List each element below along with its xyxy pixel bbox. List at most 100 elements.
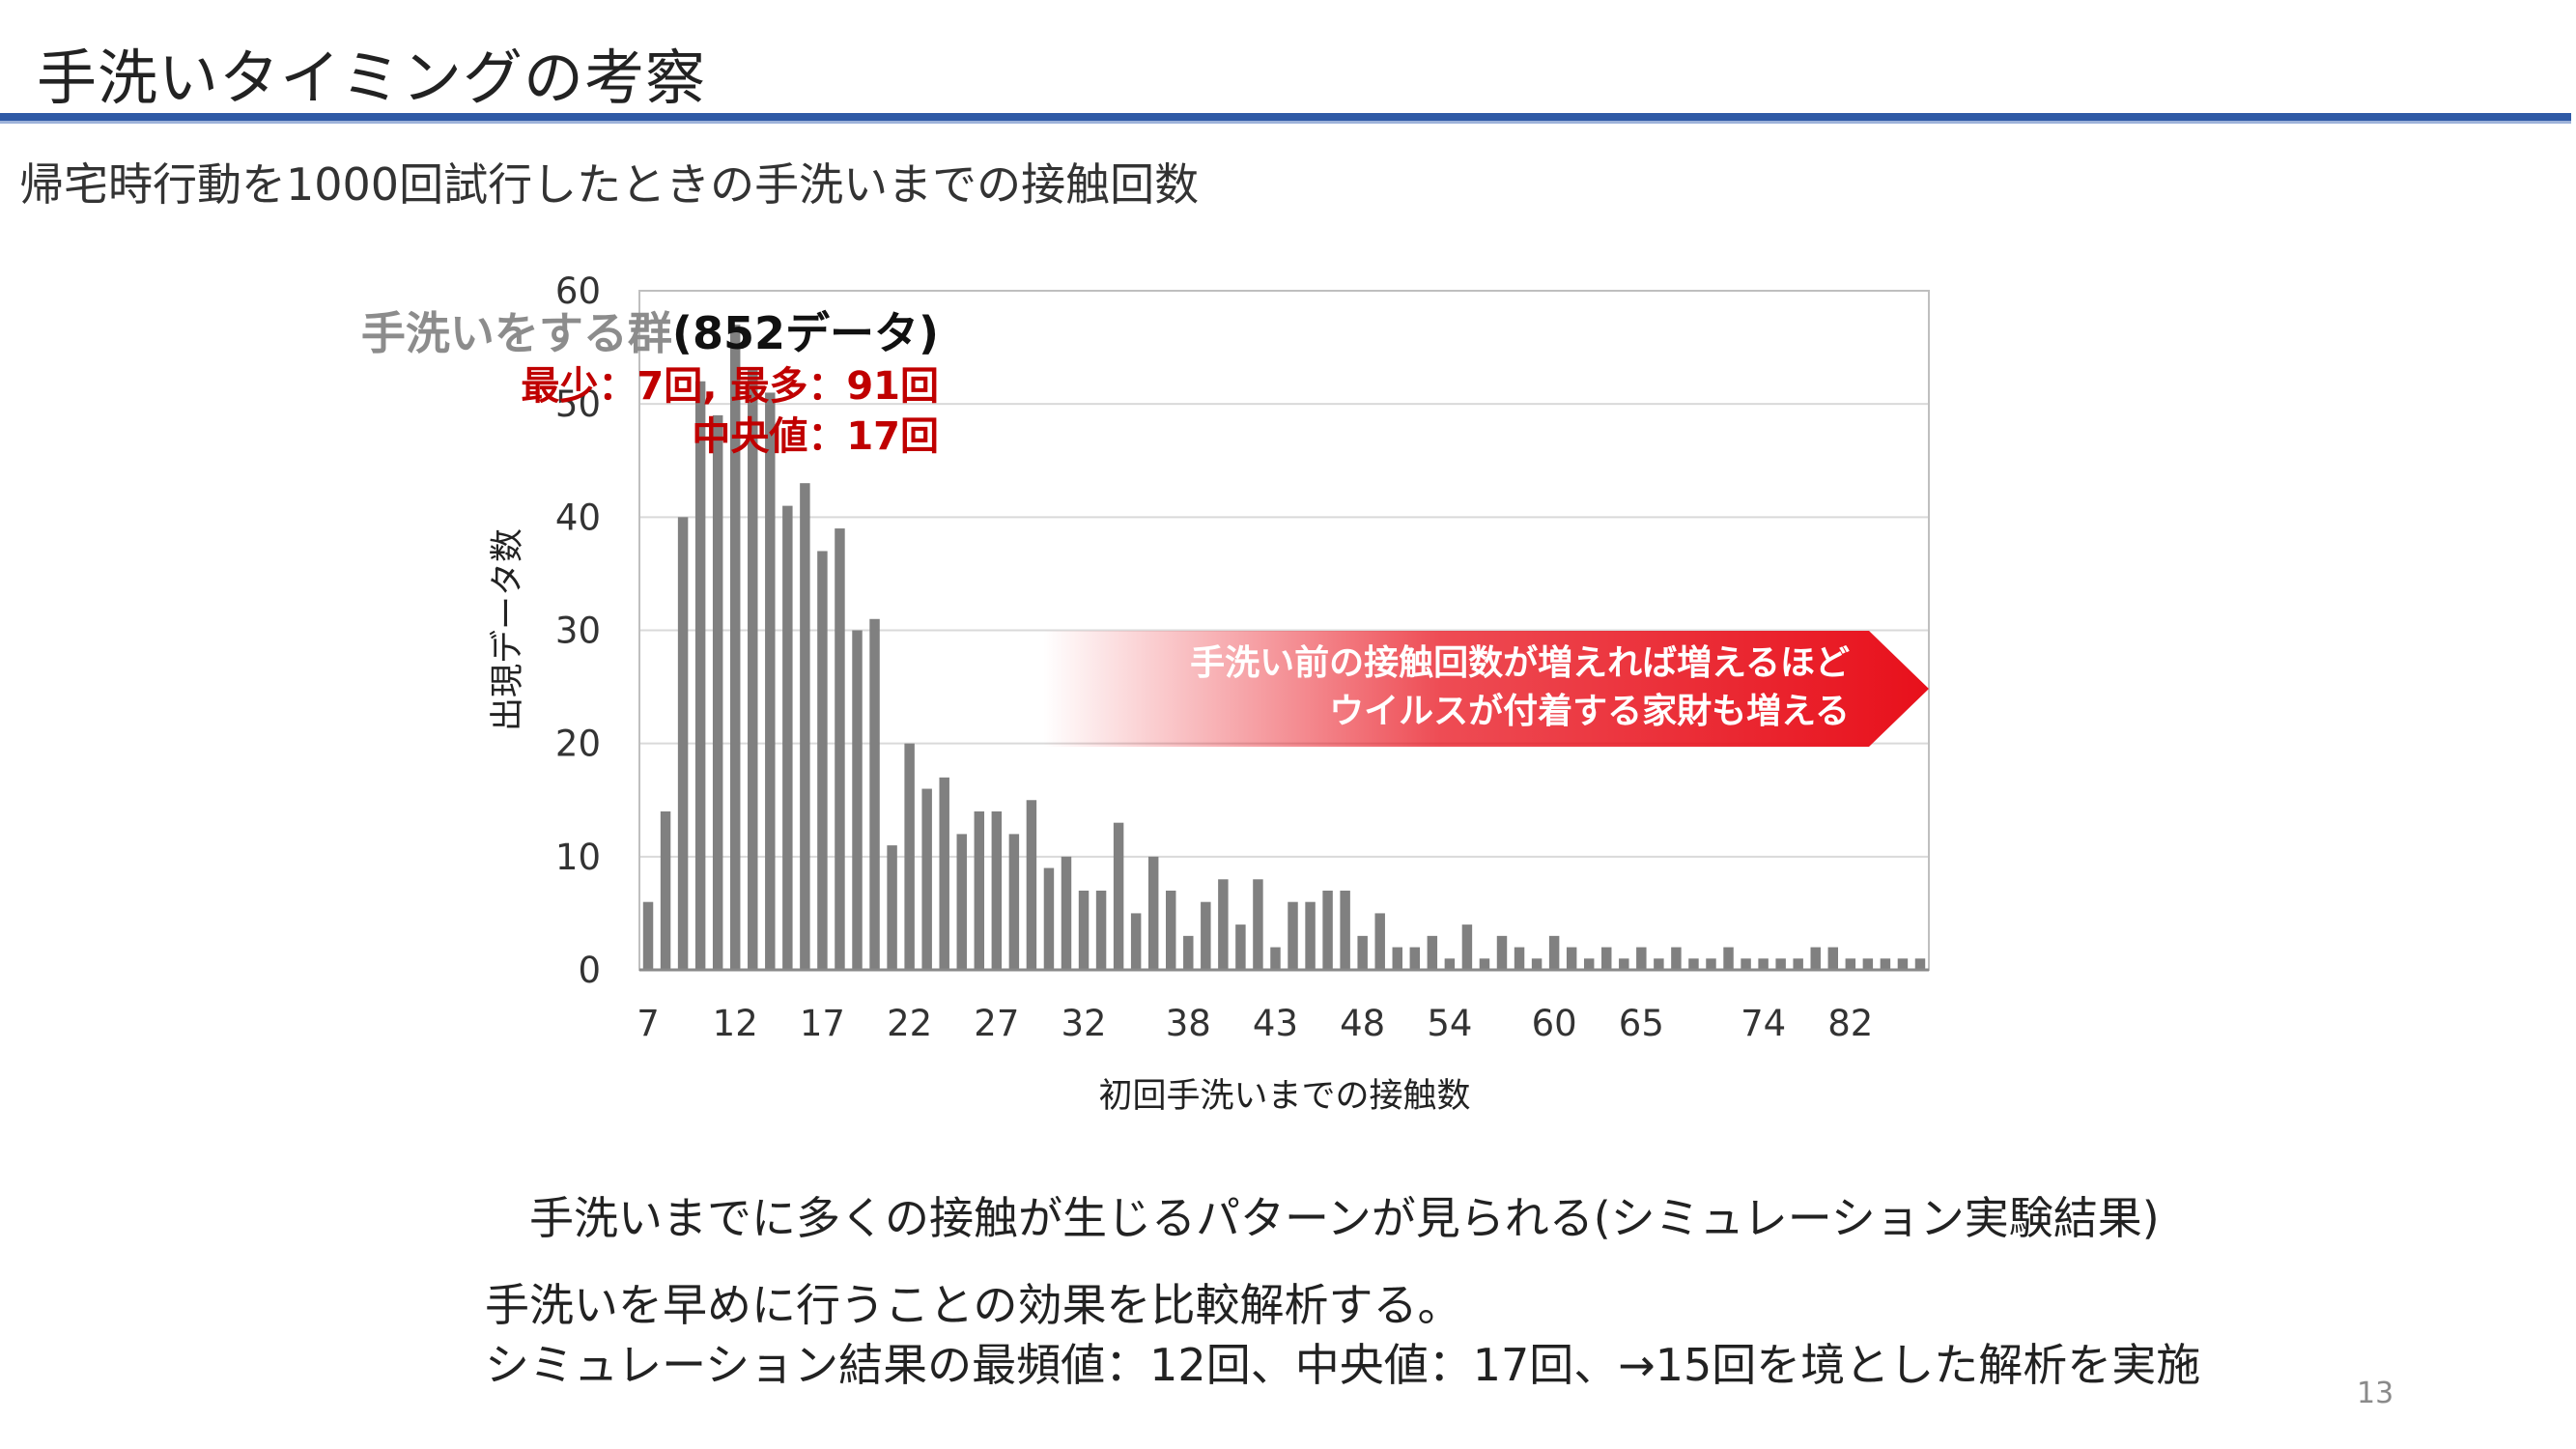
bar-50 <box>1392 947 1402 970</box>
bar-78 <box>1810 947 1821 970</box>
y-tick-label: 40 <box>555 497 601 538</box>
x-tick-label: 17 <box>800 1003 845 1044</box>
bars <box>642 325 1926 971</box>
bar-64 <box>1619 958 1629 970</box>
x-tick-label: 27 <box>974 1003 1019 1044</box>
bar-58 <box>1514 947 1525 970</box>
bar-38 <box>1183 935 1194 970</box>
bar-83 <box>1862 958 1874 970</box>
conclusion-line-3: シミュレーション結果の最頻値：12回、中央値：17回、→15回を境とした解析を実… <box>485 1339 2201 1391</box>
y-axis-title: 出現データ数 <box>489 528 527 731</box>
bar-47 <box>1340 890 1350 970</box>
x-tick-label: 65 <box>1619 1003 1664 1044</box>
conclusion-line-2: 手洗いを早めに行うことの効果を比較解析する。 <box>485 1279 1462 1331</box>
bar-51 <box>1409 947 1421 970</box>
group-title: 手洗いをする群(852データ) <box>361 305 939 361</box>
bar-76 <box>1775 958 1786 970</box>
bar-40 <box>1218 879 1229 970</box>
bar-86 <box>1880 958 1891 970</box>
bar-63 <box>1601 947 1612 970</box>
y-tick-label: 50 <box>555 384 601 425</box>
bar-56 <box>1479 958 1490 970</box>
bar-33 <box>1095 890 1107 970</box>
bar-55 <box>1461 924 1473 970</box>
group-annotation: 手洗いをする群(852データ) 最少：7回, 最多：91回 中央値：17回 <box>361 305 939 462</box>
bar-36 <box>1147 856 1159 970</box>
bar-62 <box>1583 958 1595 970</box>
arrow-callout-shape <box>1043 631 1929 747</box>
arrow-callout-line1: 手洗い前の接触回数が増えれば増えるほど <box>1190 643 1850 683</box>
bar-7 <box>642 901 654 970</box>
bar-46 <box>1322 890 1333 970</box>
page-number: 13 <box>2357 1377 2394 1410</box>
bar-44 <box>1288 901 1298 970</box>
bar-49 <box>1374 913 1385 970</box>
conclusion-line-1: 手洗いまでに多くの接触が生じるパターンが見られる(シミュレーション実験結果) <box>529 1192 2160 1244</box>
slide-subtitle: 帰宅時行動を1000回試行したときの手洗いまでの接触回数 <box>19 158 1200 211</box>
bar-14 <box>765 392 776 970</box>
group-count: (852データ) <box>671 307 939 359</box>
x-tick-label: 54 <box>1427 1003 1472 1044</box>
bar-54 <box>1444 958 1456 970</box>
x-tick-label: 82 <box>1827 1003 1873 1044</box>
bar-27 <box>991 810 1003 970</box>
bar-59 <box>1531 958 1543 970</box>
bar-8 <box>660 810 671 970</box>
bar-37 <box>1166 890 1176 970</box>
x-tick-label: 12 <box>713 1003 758 1044</box>
bar-10 <box>694 381 706 971</box>
bar-39 <box>1201 901 1211 970</box>
bar-52 <box>1427 935 1438 970</box>
x-tick-label: 43 <box>1253 1003 1298 1044</box>
bar-88 <box>1897 958 1909 970</box>
x-tick-label: 7 <box>637 1003 660 1044</box>
bar-20 <box>869 618 880 970</box>
x-axis-title: 初回手洗いまでの接触数 <box>1098 1077 1470 1116</box>
bar-57 <box>1496 935 1508 970</box>
bar-29 <box>1026 800 1037 970</box>
bar-12 <box>729 325 741 970</box>
bar-17 <box>817 551 828 970</box>
median-label: 中央値：17回 <box>692 414 939 459</box>
bar-15 <box>782 505 793 970</box>
bar-26 <box>974 810 985 970</box>
y-tick-label: 30 <box>555 611 601 652</box>
bar-34 <box>1113 822 1124 970</box>
bar-22 <box>904 743 915 970</box>
x-tick-label: 74 <box>1741 1003 1786 1044</box>
y-tick-label: 10 <box>555 837 601 878</box>
x-tick-label: 38 <box>1166 1003 1211 1044</box>
bar-13 <box>748 370 758 970</box>
bar-72 <box>1741 958 1751 970</box>
bar-60 <box>1548 935 1560 970</box>
bar-23 <box>921 788 932 970</box>
x-tick-label: 60 <box>1532 1003 1577 1044</box>
x-tick-label: 22 <box>887 1003 932 1044</box>
bar-71 <box>1723 947 1734 970</box>
bar-21 <box>887 845 897 970</box>
bar-16 <box>800 483 810 970</box>
bar-32 <box>1078 890 1090 970</box>
y-tick-labels: 0 10 20 30 40 50 60 <box>555 270 601 991</box>
bar-65 <box>1636 947 1647 970</box>
bar-80 <box>1827 947 1839 970</box>
bar-70 <box>1706 958 1716 970</box>
x-tick-labels: 7 12 17 22 27 32 38 43 48 54 60 65 74 82 <box>637 1003 1873 1044</box>
bar-61 <box>1566 947 1577 970</box>
bar-19 <box>852 630 863 970</box>
bar-31 <box>1061 856 1072 970</box>
x-tick-label: 32 <box>1061 1003 1106 1044</box>
bar-67 <box>1671 947 1682 970</box>
x-tick-label: 48 <box>1340 1003 1385 1044</box>
bar-24 <box>939 777 949 970</box>
arrow-callout-text: 手洗い前の接触回数が増えれば増えるほど ウイルスが付着する家財も増える <box>1190 639 1850 736</box>
bar-41 <box>1235 924 1246 970</box>
arrow-callout-line2: ウイルスが付着する家財も増える <box>1329 692 1850 731</box>
bar-35 <box>1130 913 1142 970</box>
bar-42 <box>1253 879 1263 970</box>
bar-43 <box>1270 947 1281 970</box>
bar-91 <box>1914 958 1926 970</box>
bar-48 <box>1357 935 1368 970</box>
title-rule <box>0 113 2571 124</box>
